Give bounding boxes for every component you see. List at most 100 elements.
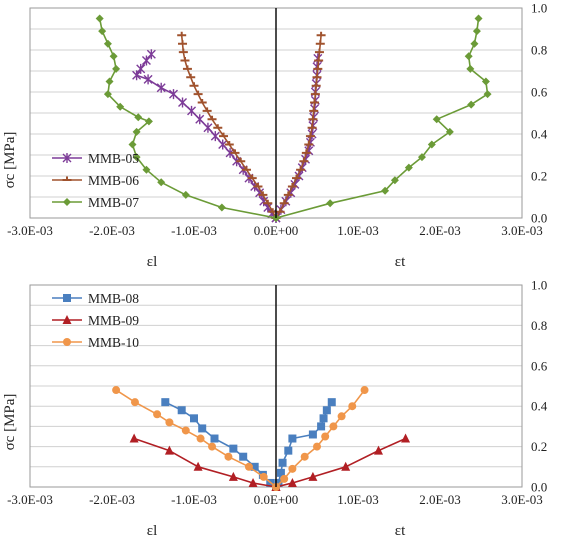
- data-point-mmb-05: [136, 63, 146, 74]
- data-point-mmb-07: [103, 90, 112, 99]
- data-point-mmb-08: [177, 406, 186, 415]
- data-point-mmb-05: [187, 105, 197, 116]
- x-axis-label-transverse: εt: [395, 254, 406, 270]
- legend-label: MMB-07: [88, 195, 139, 210]
- data-point-mmb-06: [292, 174, 301, 180]
- series-line-mmb-05-lateral: [135, 53, 277, 219]
- data-point-mmb-07: [109, 52, 118, 61]
- data-point-mmb-06: [310, 90, 320, 96]
- y-tick-label: 0.6: [531, 85, 548, 100]
- data-point-mmb-05: [146, 49, 156, 60]
- data-point-mmb-10: [153, 410, 162, 419]
- data-point-mmb-06: [287, 183, 297, 188]
- tick-labels: -3.0E-03 -2.0E-03 -1.0E-03 0.0E+00 1.0E-03 2.…: [7, 1, 548, 239]
- data-point-mmb-07: [157, 178, 166, 187]
- x-tick-label: 0.0E+00: [254, 492, 299, 507]
- data-point-mmb-08: [308, 430, 317, 439]
- data-point-mmb-07: [217, 203, 226, 212]
- data-point-mmb-09: [228, 471, 238, 481]
- data-point-mmb-06: [299, 157, 309, 163]
- data-point-mmb-06: [307, 124, 317, 129]
- y-tick-label: 0.6: [531, 358, 548, 373]
- data-point-mmb-07: [95, 14, 104, 23]
- data-point-mmb-10: [259, 472, 268, 481]
- y-tick-label: 0.8: [531, 318, 547, 333]
- y-axis-label: σc [MPa]: [2, 394, 18, 451]
- data-point-mmb-06: [283, 191, 293, 196]
- y-tick-label: 0.4: [531, 127, 548, 142]
- data-point-mmb-06: [296, 166, 306, 171]
- data-point-mmb-07: [470, 39, 479, 48]
- y-tick-label: 1.0: [531, 1, 547, 16]
- x-tick-label: 0.0E+00: [254, 223, 299, 238]
- y-tick-label: 0.4: [531, 399, 548, 414]
- y-tick-label: 1.0: [531, 278, 547, 293]
- x-tick-label: 1.0E-03: [337, 223, 379, 238]
- data-point-mmb-05: [203, 122, 213, 133]
- data-point-mmb-10: [300, 452, 309, 461]
- data-point-mmb-07: [481, 77, 490, 86]
- data-point-mmb-07: [105, 77, 114, 86]
- data-point-mmb-06: [202, 107, 212, 112]
- y-tick-label: 0.2: [531, 439, 547, 454]
- data-point-mmb-06: [316, 31, 326, 37]
- data-point-mmb-06: [313, 65, 323, 70]
- data-point-mmb-08: [288, 434, 297, 443]
- chart-bottom: -3.0E-03 -2.0E-03 -1.0E-03 0.0E+00 1.0E-03 2.…: [2, 278, 548, 538]
- data-point-mmb-06: [177, 31, 187, 37]
- data-point-mmb-07: [474, 14, 483, 23]
- data-point-mmb-09: [341, 461, 351, 471]
- data-point-mmb-07: [128, 140, 137, 149]
- data-point-mmb-07: [390, 176, 399, 185]
- series-line-mmb-09-lateral: [133, 437, 277, 488]
- data-point-mmb-06: [213, 124, 223, 129]
- data-point-mmb-06: [305, 132, 315, 138]
- data-point-mmb-10: [313, 442, 321, 451]
- data-point-mmb-10: [288, 464, 297, 473]
- data-point-mmb-06: [224, 141, 234, 146]
- data-point-mmb-07: [404, 163, 413, 172]
- x-axis-label-transverse: εt: [395, 523, 406, 538]
- data-point-mmb-07: [381, 186, 390, 195]
- data-point-mmb-05: [210, 131, 220, 142]
- y-tick-label: 0.2: [531, 169, 547, 184]
- data-point-mmb-06: [180, 57, 190, 62]
- data-point-mmb-06: [219, 132, 229, 138]
- data-point-mmb-10: [165, 418, 174, 427]
- data-point-mmb-06: [315, 40, 325, 45]
- data-point-mmb-08: [327, 398, 336, 407]
- y-tick-label: 0.0: [531, 480, 547, 495]
- series-line-mmb-10-lateral: [115, 389, 277, 488]
- data-point-mmb-06: [301, 149, 311, 154]
- data-point-mmb-06: [311, 82, 321, 87]
- data-point-mmb-05: [141, 55, 151, 66]
- data-point-mmb-08: [161, 398, 170, 407]
- legend-marker: [62, 153, 72, 163]
- data-point-mmb-10: [130, 398, 139, 407]
- data-point-mmb-08: [276, 468, 285, 477]
- data-point-mmb-09: [374, 445, 383, 455]
- data-point-mmb-08: [250, 462, 259, 471]
- data-point-mmb-06: [247, 174, 257, 180]
- data-point-mmb-08: [322, 406, 331, 415]
- tick-labels: -3.0E-03 -2.0E-03 -1.0E-03 0.0E+00 1.0E-03 2.…: [7, 278, 548, 508]
- x-tick-label: -2.0E-03: [89, 492, 135, 507]
- x-tick-label: -1.0E-03: [171, 223, 217, 238]
- chart-top: -3.0E-03 -2.0E-03 -1.0E-03 0.0E+00 1.0E-03 2.…: [2, 1, 548, 271]
- data-point-mmb-07: [472, 27, 481, 36]
- data-point-mmb-06: [193, 90, 203, 96]
- data-point-mmb-06: [258, 191, 268, 196]
- x-axis-label-lateral: εl: [147, 523, 157, 538]
- data-point-mmb-08: [229, 444, 238, 453]
- data-point-mmb-07: [132, 127, 141, 136]
- data-point-mmb-07: [427, 140, 436, 149]
- x-tick-label: -2.0E-03: [89, 223, 135, 238]
- data-point-mmb-06: [197, 99, 207, 104]
- data-point-mmb-07: [116, 102, 125, 111]
- series-group: [95, 14, 492, 223]
- legend-label: MMB-06: [88, 173, 139, 188]
- data-point-mmb-09: [164, 445, 174, 455]
- data-point-mmb-07: [483, 90, 492, 99]
- data-point-mmb-05: [132, 70, 142, 81]
